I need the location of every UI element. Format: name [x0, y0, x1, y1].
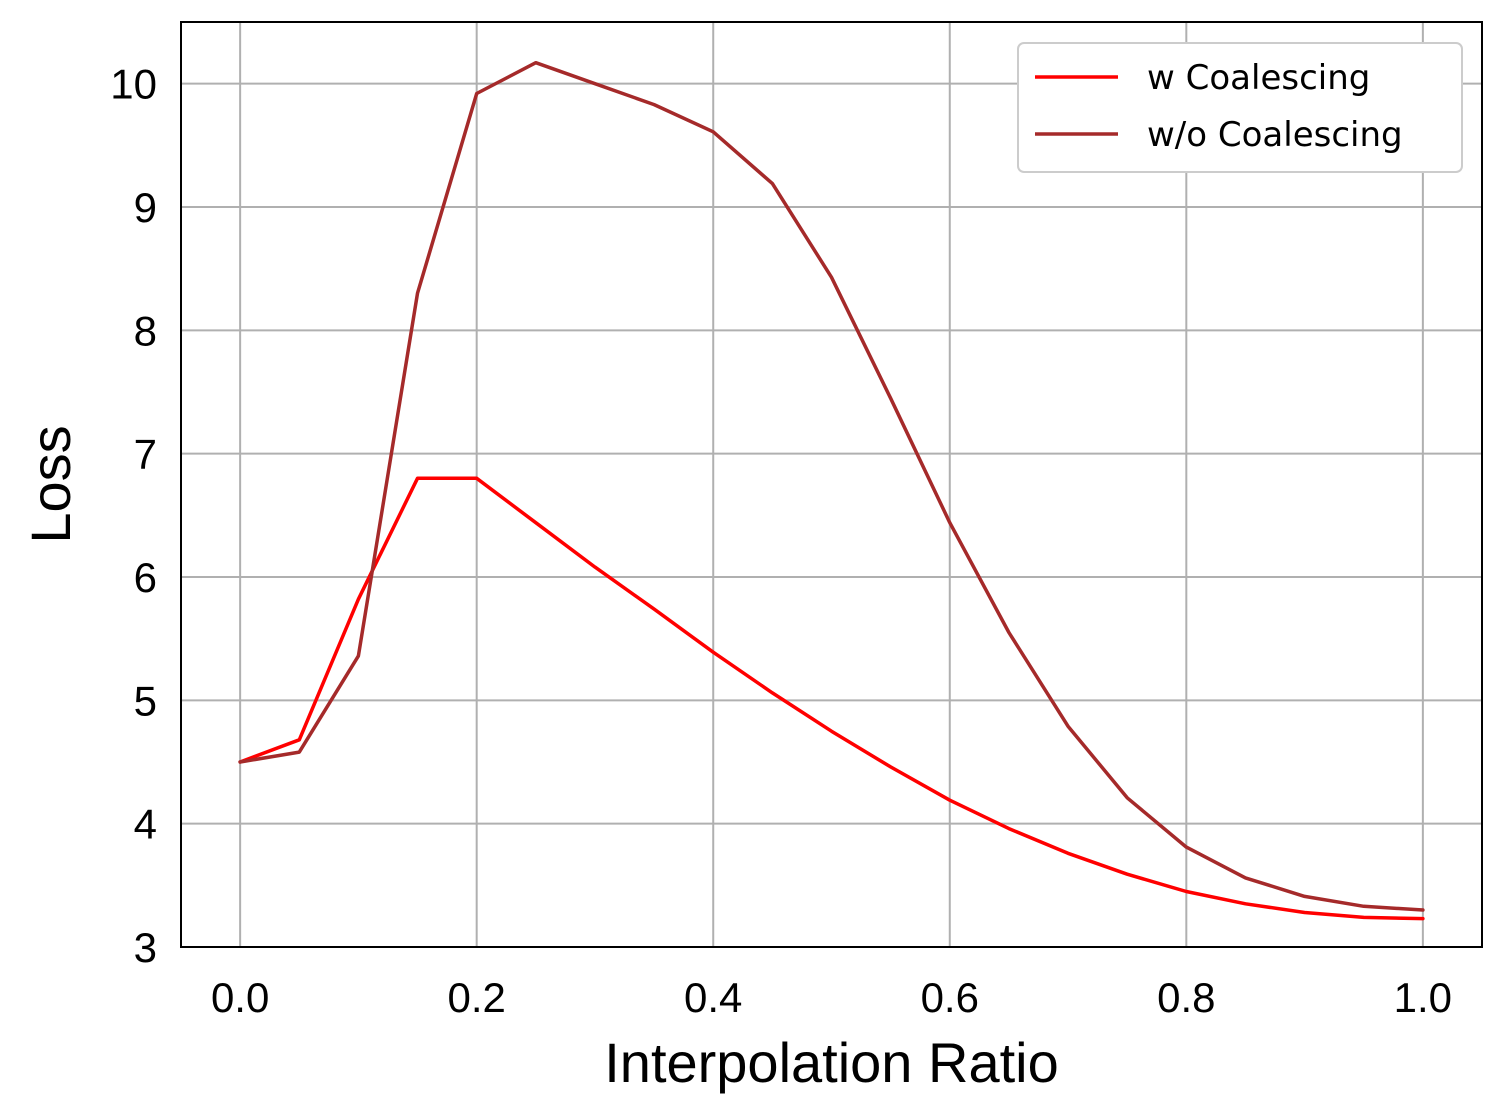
legend-label-w-coalescing: w Coalescing [1147, 58, 1370, 98]
x-tick-label: 0.6 [921, 974, 979, 1021]
y-axis-title: Loss [19, 425, 82, 543]
y-axis-ticks: 3 4 5 6 7 8 9 10 [110, 61, 157, 971]
series-lines [238, 60, 1425, 921]
x-tick-label: 0.8 [1157, 974, 1215, 1021]
x-tick-label: 0.4 [684, 974, 742, 1021]
y-tick-label: 10 [110, 61, 157, 108]
x-axis-title: Interpolation Ratio [604, 1031, 1059, 1094]
legend: w Coalescing w/o Coalescing [1017, 42, 1463, 173]
legend-box [1017, 42, 1463, 173]
y-tick-label: 8 [134, 307, 157, 354]
y-tick-label: 5 [134, 677, 157, 724]
y-tick-label: 4 [134, 801, 157, 848]
series-line-wo-coalescing [238, 60, 1425, 912]
x-tick-label: 0.2 [447, 974, 505, 1021]
legend-label-wo-coalescing: w/o Coalescing [1147, 115, 1403, 155]
x-tick-label: 1.0 [1394, 974, 1452, 1021]
plot-frame [180, 21, 1483, 948]
series-line-w-coalescing [238, 476, 1425, 921]
y-tick-label: 9 [134, 184, 157, 231]
x-tick-label: 0.0 [211, 974, 269, 1021]
y-tick-label: 7 [134, 431, 157, 478]
y-tick-label: 6 [134, 554, 157, 601]
x-axis-ticks: 0.0 0.2 0.4 0.6 0.8 1.0 [211, 974, 1452, 1021]
y-tick-label: 3 [134, 924, 157, 971]
